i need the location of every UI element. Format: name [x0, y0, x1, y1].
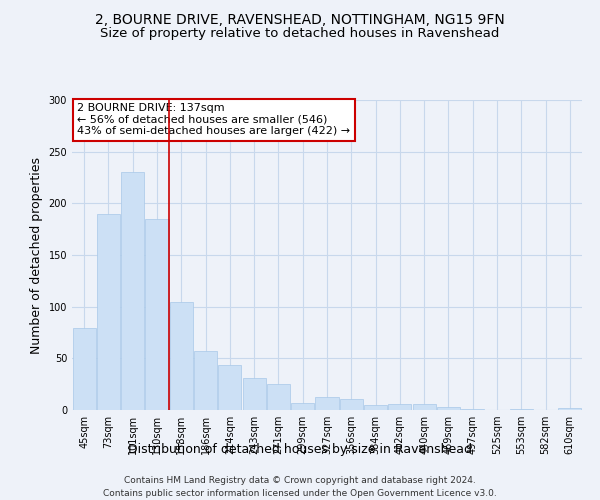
Bar — [291, 403, 314, 410]
Text: Size of property relative to detached houses in Ravenshead: Size of property relative to detached ho… — [100, 28, 500, 40]
Bar — [145, 219, 169, 410]
Text: 2, BOURNE DRIVE, RAVENSHEAD, NOTTINGHAM, NG15 9FN: 2, BOURNE DRIVE, RAVENSHEAD, NOTTINGHAM,… — [95, 12, 505, 26]
Bar — [97, 214, 120, 410]
Bar — [364, 405, 387, 410]
Bar — [121, 172, 144, 410]
Bar — [437, 407, 460, 410]
Bar — [194, 351, 217, 410]
Text: Distribution of detached houses by size in Ravenshead: Distribution of detached houses by size … — [128, 442, 472, 456]
Bar — [242, 378, 266, 410]
Bar — [73, 328, 95, 410]
Text: Contains HM Land Registry data © Crown copyright and database right 2024.
Contai: Contains HM Land Registry data © Crown c… — [103, 476, 497, 498]
Bar — [170, 302, 193, 410]
Bar — [267, 384, 290, 410]
Bar — [340, 398, 363, 410]
Text: 2 BOURNE DRIVE: 137sqm
← 56% of detached houses are smaller (546)
43% of semi-de: 2 BOURNE DRIVE: 137sqm ← 56% of detached… — [77, 103, 350, 136]
Bar — [316, 396, 338, 410]
Bar — [510, 409, 533, 410]
Bar — [559, 408, 581, 410]
Bar — [461, 409, 484, 410]
Y-axis label: Number of detached properties: Number of detached properties — [30, 156, 43, 354]
Bar — [388, 404, 412, 410]
Bar — [218, 364, 241, 410]
Bar — [413, 404, 436, 410]
